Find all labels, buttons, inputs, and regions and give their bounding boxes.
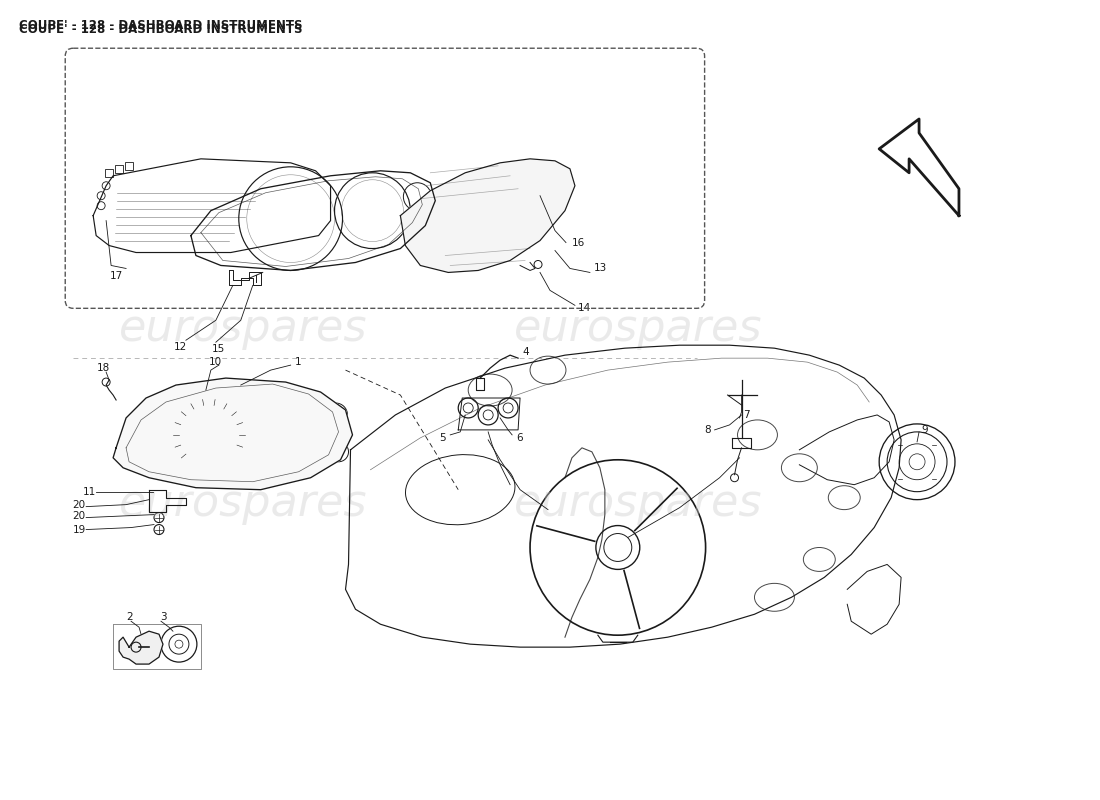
Text: 17: 17 xyxy=(110,271,123,282)
Text: COUPE' - 128 - DASHBOARD INSTRUMENTS: COUPE' - 128 - DASHBOARD INSTRUMENTS xyxy=(20,19,302,32)
Text: 8: 8 xyxy=(704,425,711,435)
Text: 6: 6 xyxy=(516,433,522,443)
Text: 10: 10 xyxy=(209,357,222,367)
Text: eurospares: eurospares xyxy=(119,306,367,350)
Text: 11: 11 xyxy=(82,486,96,497)
Polygon shape xyxy=(113,378,352,490)
Text: 18: 18 xyxy=(97,363,110,373)
Text: 5: 5 xyxy=(439,433,446,443)
Text: 16: 16 xyxy=(572,238,585,247)
Polygon shape xyxy=(879,119,959,216)
Text: 3: 3 xyxy=(160,612,166,622)
Text: 1: 1 xyxy=(295,357,301,367)
Text: 4: 4 xyxy=(522,347,529,357)
Text: 13: 13 xyxy=(594,263,607,274)
Bar xyxy=(116,165,123,173)
Text: eurospares: eurospares xyxy=(119,482,367,525)
Text: 7: 7 xyxy=(744,410,750,420)
Text: 15: 15 xyxy=(212,344,226,354)
Text: eurospares: eurospares xyxy=(514,306,762,350)
Text: 12: 12 xyxy=(174,342,188,352)
Polygon shape xyxy=(400,159,575,273)
Text: 20: 20 xyxy=(73,510,86,521)
Text: 19: 19 xyxy=(73,525,86,534)
Bar xyxy=(125,162,133,170)
Polygon shape xyxy=(119,631,163,664)
Text: COUPE' - 128 - DASHBOARD INSTRUMENTS: COUPE' - 128 - DASHBOARD INSTRUMENTS xyxy=(20,23,302,36)
Bar xyxy=(106,169,113,177)
Text: eurospares: eurospares xyxy=(514,482,762,525)
Text: 2: 2 xyxy=(125,612,132,622)
Text: 9: 9 xyxy=(921,425,927,435)
Text: 14: 14 xyxy=(578,303,591,314)
Text: 20: 20 xyxy=(73,500,86,510)
